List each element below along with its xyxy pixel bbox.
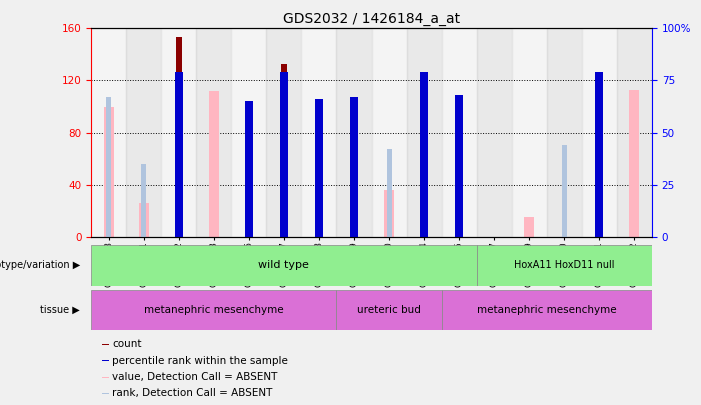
Bar: [142, 164, 147, 237]
Text: metanephric mesenchyme: metanephric mesenchyme: [477, 305, 617, 315]
Text: percentile rank within the sample: percentile rank within the sample: [112, 356, 288, 366]
Bar: [91, 290, 336, 330]
Bar: [477, 245, 652, 286]
Text: HoxA11 HoxD11 null: HoxA11 HoxD11 null: [514, 260, 615, 270]
Bar: [245, 101, 252, 237]
Bar: [246, 107, 252, 237]
Bar: [421, 72, 428, 237]
Bar: [384, 190, 394, 237]
Bar: [91, 28, 126, 237]
Bar: [336, 290, 442, 330]
Bar: [281, 64, 287, 237]
Bar: [629, 90, 639, 237]
Text: tissue ▶: tissue ▶: [40, 305, 80, 315]
Bar: [350, 97, 358, 237]
Bar: [196, 28, 231, 237]
Bar: [512, 28, 547, 237]
Bar: [387, 149, 392, 237]
Bar: [126, 28, 161, 237]
Text: ureteric bud: ureteric bud: [357, 305, 421, 315]
Text: rank, Detection Call = ABSENT: rank, Detection Call = ABSENT: [112, 388, 273, 399]
Bar: [161, 28, 196, 237]
Bar: [442, 28, 477, 237]
Bar: [266, 28, 301, 237]
Bar: [139, 203, 149, 237]
Bar: [102, 393, 109, 394]
Text: value, Detection Call = ABSENT: value, Detection Call = ABSENT: [112, 372, 278, 382]
Bar: [104, 107, 114, 237]
Bar: [421, 72, 428, 237]
Bar: [524, 217, 534, 237]
Bar: [617, 28, 652, 237]
Bar: [102, 344, 109, 345]
Bar: [477, 28, 512, 237]
Bar: [315, 99, 323, 237]
Bar: [209, 91, 219, 237]
Bar: [351, 124, 358, 237]
Bar: [407, 28, 442, 237]
Text: genotype/variation ▶: genotype/variation ▶: [0, 260, 80, 270]
Bar: [562, 145, 567, 237]
Bar: [231, 28, 266, 237]
Bar: [456, 95, 463, 237]
Bar: [456, 124, 463, 237]
Bar: [336, 28, 372, 237]
Text: count: count: [112, 339, 142, 350]
Bar: [547, 28, 582, 237]
Bar: [107, 97, 111, 237]
Bar: [597, 139, 602, 237]
Bar: [372, 28, 407, 237]
Text: wild type: wild type: [259, 260, 309, 270]
Bar: [301, 28, 336, 237]
Text: metanephric mesenchyme: metanephric mesenchyme: [144, 305, 284, 315]
Bar: [175, 38, 182, 237]
Bar: [596, 72, 604, 237]
Bar: [102, 360, 109, 361]
Title: GDS2032 / 1426184_a_at: GDS2032 / 1426184_a_at: [283, 12, 460, 26]
Bar: [316, 111, 322, 237]
Bar: [91, 245, 477, 286]
Bar: [582, 28, 617, 237]
Bar: [280, 72, 288, 237]
Bar: [175, 72, 183, 237]
Bar: [442, 290, 652, 330]
